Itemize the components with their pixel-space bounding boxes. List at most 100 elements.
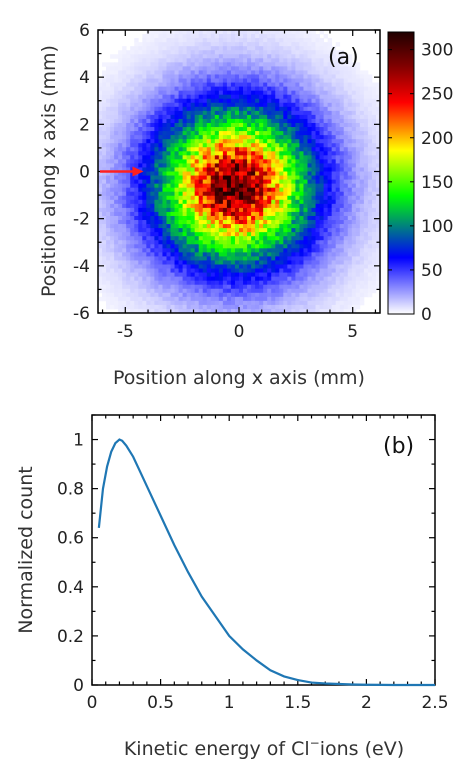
heatmap-cell [307,167,312,172]
heatmap-cell [271,288,276,294]
heatmap-cell [218,256,224,261]
heatmap-cell [202,268,208,273]
heatmap-cell [331,131,337,136]
heatmap-cell [174,106,179,112]
heatmap-cell [255,90,260,96]
heatmap-cell [303,187,308,193]
heatmap-cell [323,195,329,201]
heatmap-cell [247,187,252,193]
heatmap-cell [146,163,151,168]
heatmap-cell [327,236,333,241]
heatmap-cell [327,199,333,205]
heatmap-cell [218,139,224,144]
heatmap-cell [287,106,292,112]
heatmap-cell [251,62,256,67]
heatmap-cell [222,264,228,269]
heatmap-cell [142,183,147,189]
heatmap-cell [303,155,308,160]
heatmap-cell [311,110,316,116]
heatmap-cell [275,118,280,124]
heatmap-cell [106,62,111,67]
heatmap-cell [134,90,139,96]
heatmap-cell [327,288,333,294]
heatmap-cell [178,292,183,298]
heatmap-cell [222,131,228,136]
heatmap-cell [291,94,296,100]
heatmap-cell [275,207,280,213]
heatmap-cell [359,131,365,136]
heatmap-cell [271,94,276,100]
heatmap-cell [142,54,147,59]
heatmap-cell [363,187,369,193]
heatmap-cell [275,268,280,273]
heatmap-cell [247,296,252,302]
heatmap-cell [299,106,304,112]
heatmap-cell [351,82,357,87]
heatmap-cell [230,122,236,128]
heatmap-cell [323,58,329,63]
heatmap-cell [138,183,143,189]
heatmap-cell [323,62,329,67]
heatmap-cell [267,304,272,310]
heatmap-cell [198,280,204,286]
heatmap-cell [194,203,200,209]
heatmap-cell [255,288,260,294]
heatmap-cell [186,171,192,176]
x-tick-label: -5 [117,322,134,342]
heatmap-cell [331,187,337,193]
heatmap-cell [307,74,312,79]
heatmap-cell [98,167,103,172]
heatmap-cell [198,167,204,172]
heatmap-cell [251,256,256,261]
heatmap-cell [299,127,304,132]
heatmap-cell [267,139,272,144]
heatmap-cell [323,50,329,55]
heatmap-cell [323,288,329,294]
heatmap-cell [243,151,248,156]
heatmap-cell [98,272,103,278]
heatmap-cell [174,288,179,294]
heatmap-cell [194,46,200,51]
heatmap-cell [98,256,103,261]
heatmap-cell [202,296,208,302]
heatmap-cell [303,284,308,290]
heatmap-cell [299,155,304,160]
heatmap-cell [331,74,337,79]
heatmap-cell [130,98,135,104]
heatmap-cell [202,207,208,213]
heatmap-cell [166,228,171,233]
heatmap-cell [162,276,167,282]
heatmap-cell [243,308,248,313]
heatmap-cell [150,151,155,156]
heatmap-cell [158,308,163,313]
heatmap-cell [319,78,324,83]
heatmap-cell [247,30,252,35]
heatmap-cell [142,252,147,257]
heatmap-cell [110,187,115,193]
heatmap-cell [154,284,159,290]
heatmap-cell [259,106,264,112]
heatmap-cell [283,155,288,160]
heatmap-cell [170,82,175,87]
heatmap-cell [206,215,212,221]
heatmap-cell [162,187,167,193]
heatmap-cell [319,62,324,67]
heatmap-cell [210,292,216,298]
heatmap-cell [323,82,329,87]
heatmap-cell [230,296,236,302]
heatmap-cell [194,143,200,148]
heatmap-cell [214,54,220,59]
heatmap-cell [210,175,216,180]
heatmap-cell [363,86,369,92]
heatmap-cell [150,42,155,47]
heatmap-cell [214,171,220,176]
heatmap-cell [194,252,200,257]
heatmap-cell [287,78,292,83]
heatmap-cell [98,131,103,136]
heatmap-cell [214,90,220,96]
heatmap-cell [186,50,192,55]
heatmap-cell [315,34,320,39]
heatmap-cell [234,74,240,79]
heatmap-cell [182,224,188,229]
heatmap-cell [150,34,155,39]
